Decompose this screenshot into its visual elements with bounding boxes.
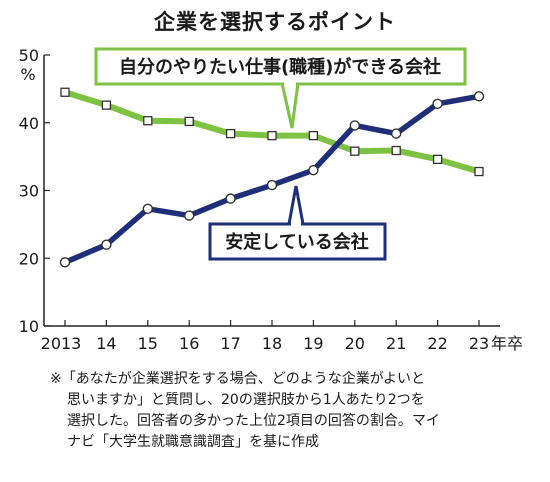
x-unit-label: 年卒 [491,334,523,353]
x-tick-label: 19 [303,334,323,353]
series-1-point [184,116,194,127]
series-2-point [101,239,112,250]
series-2-point [142,203,154,214]
series-1-point [101,100,112,110]
y-tick-label: 50 [19,46,39,65]
series-2-point [473,91,485,102]
series-2-point [225,193,236,204]
series-1-point [308,130,319,141]
series-2-callout-pointer [287,185,305,226]
series-2-point [391,128,402,139]
series-1-point [432,154,443,164]
series-1-point [225,128,236,139]
footnote-line-4: ナビ「大学生就職意識調査」を基に作成 [67,434,319,450]
y-tick-label: 30 [19,182,39,201]
x-tick-label: 23 [469,334,489,353]
series-2-callout-box [208,222,387,261]
series-2-point [432,98,443,109]
footnote: ※「あなたが企業選択をする場合、どのような企業がよいと 思いますか」と質問し、2… [50,369,520,453]
x-tick-label: 18 [262,334,282,353]
chart-title: 企業を選択するポイント [154,10,396,34]
x-tick-label: 15 [138,334,158,353]
series-1-callout-pointer [280,81,300,129]
x-tick-label: 20 [345,334,365,353]
x-tick-label: 21 [386,334,406,353]
x-tick-label: 2013 [41,334,82,353]
series-2-point [59,257,71,268]
series-1-point [474,166,484,177]
footnote-line-2: 思いますか」と質問し、20の選択肢から1人あたり2つを [67,392,425,408]
series-1-point [143,116,153,126]
footnote-line-1: ※「あなたが企業選択をする場合、どのような企業がよいと [50,371,426,387]
series-1-point [60,87,70,97]
series-2-point [266,179,278,191]
series-1-label: 自分のやりたい仕事(職種)ができる会社 [119,56,441,78]
series-1-callout-box [94,47,467,86]
series-2-point [183,210,195,221]
x-tick-label: 14 [96,334,116,353]
series-1-point [350,146,360,156]
x-tick-label: 16 [179,334,199,353]
y-tick-label: 40 [19,114,39,133]
series-1-point [391,145,401,156]
x-tick-label: 17 [220,334,240,353]
footnote-line-3: 選択した。回答者の多かった上位2項目の回答の割合。マイ [67,413,440,429]
line-chart: 10 20 30 40 50% 2013 14 15 16 17 18 19 20 21 22 23 年卒 自分の… [19,46,523,353]
y-unit-label: % [20,65,35,84]
x-tick-label: 22 [427,334,447,353]
y-tick-label: 10 [19,317,39,336]
series-2-point [308,164,319,176]
y-tick-label: 20 [19,249,39,268]
series-1-point [267,130,277,141]
series-2-label: 安定している会社 [225,231,368,253]
series-2-point [349,120,360,131]
